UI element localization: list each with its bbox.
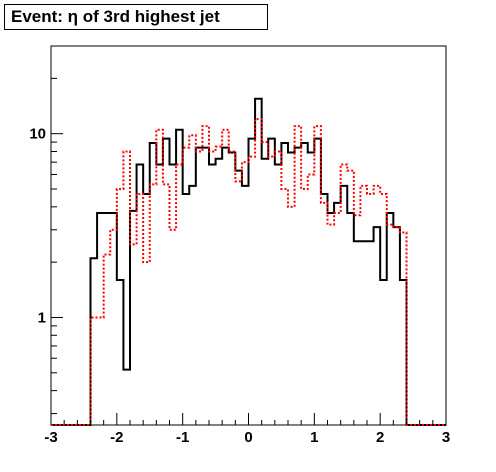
series-group	[51, 97, 446, 426]
x-tick-label: 1	[310, 429, 318, 446]
axis-group: -3 -2 -1 0 1 2 3 1 10	[29, 45, 450, 446]
x-tick-label: -2	[110, 429, 123, 446]
x-tick-label: 0	[244, 429, 252, 446]
x-tick-label: -1	[176, 429, 189, 446]
x-tick-label: 3	[442, 429, 450, 446]
x-tick-label: -3	[44, 429, 57, 446]
histogram-series-2	[51, 118, 446, 426]
y-tick-label: 10	[29, 126, 46, 143]
x-tick-label: 2	[376, 429, 384, 446]
chart-title: Event: η of 3rd highest jet	[11, 7, 220, 26]
chart-title-box: Event: η of 3rd highest jet	[4, 4, 268, 30]
y-tick-label: 1	[38, 309, 46, 326]
histogram-series-1	[51, 97, 446, 426]
